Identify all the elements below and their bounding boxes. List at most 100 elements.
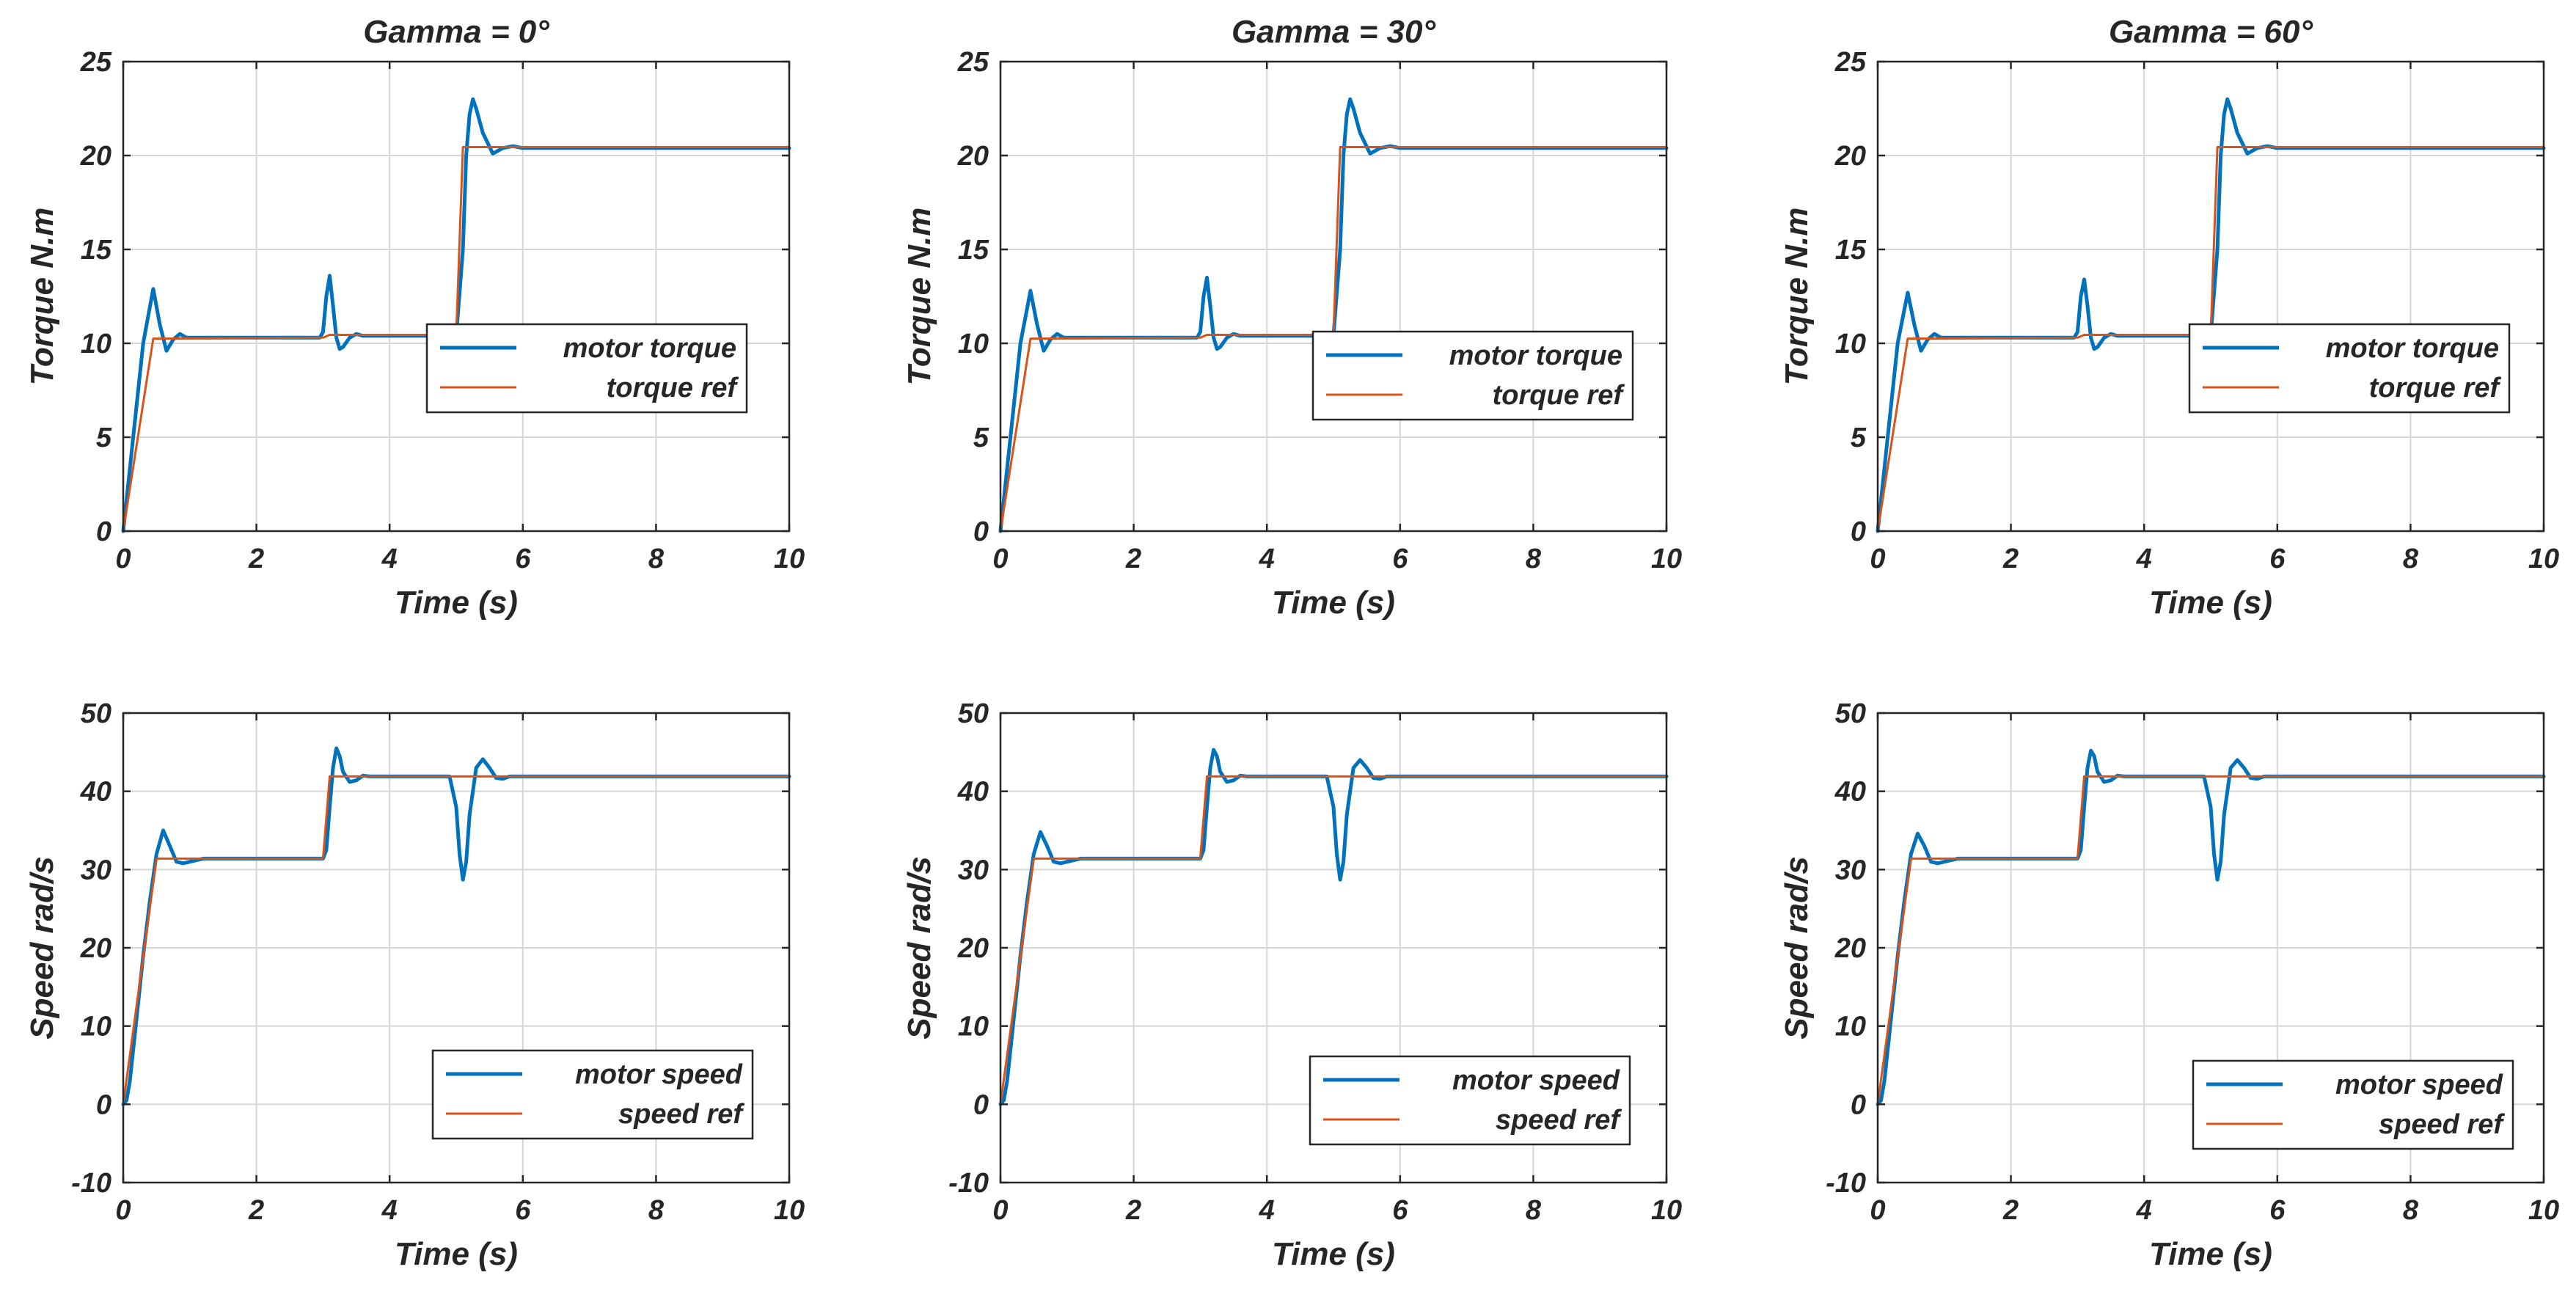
x-tick-label: 8 (2403, 1195, 2419, 1226)
legend: motor torque torque ref (1311, 330, 1634, 421)
x-tick-label: 6 (2269, 1195, 2286, 1226)
y-tick-label: 10 (958, 329, 989, 359)
legend-label-motor-speed: motor speed (1452, 1065, 1620, 1096)
legend-box (1309, 1055, 1631, 1146)
y-tick-label: 0 (96, 1089, 111, 1120)
y-tick-label: 30 (81, 855, 111, 885)
y-tick-label: 0 (973, 1089, 989, 1120)
x-tick-label: 2 (2002, 544, 2019, 574)
y-tick-label: 10 (1835, 329, 1866, 359)
legend: motor speed speed ref (431, 1049, 754, 1140)
x-tick-label: 8 (2403, 544, 2419, 574)
x-tick-label: 2 (1125, 1195, 1141, 1226)
x-tick-label: 4 (2136, 544, 2152, 574)
x-tick-label: 8 (648, 1195, 665, 1226)
legend: motor speed speed ref (2192, 1059, 2514, 1150)
plot-area (1878, 62, 2544, 531)
x-tick-label: 8 (648, 544, 665, 574)
y-tick-label: 25 (1834, 47, 1867, 78)
y-axis-label: Torque N.m (24, 208, 60, 386)
series-line-speed-ref (999, 775, 1668, 1106)
y-axis-label: Torque N.m (1779, 208, 1815, 386)
y-tick-label: 20 (80, 933, 111, 964)
y-tick-label: 30 (1835, 855, 1866, 885)
series-line-torque-ref (999, 146, 1668, 533)
x-axis-label: Time (s) (1272, 585, 1395, 621)
legend-label-torque-ref: torque ref (607, 373, 739, 403)
x-tick-label: 10 (2528, 544, 2559, 574)
y-tick-label: 0 (1851, 1089, 1866, 1120)
y-tick-label: 30 (958, 855, 989, 885)
panel-torque-g30: 0 2 4 6 8 10 0 5 10 15 20 25 Time (s) Torque N.m Gamma… (901, 14, 1682, 621)
y-tick-label: 40 (1834, 777, 1866, 808)
plot-area (1000, 62, 1666, 531)
y-tick-label: 10 (1835, 1012, 1866, 1042)
x-axis-label: Time (s) (2149, 1236, 2272, 1272)
legend-label-torque-ref: torque ref (1493, 380, 1625, 411)
y-tick-label: -10 (1826, 1168, 1866, 1199)
x-tick-label: 0 (115, 1195, 131, 1226)
x-tick-label: 4 (381, 1195, 398, 1226)
x-tick-label: 10 (2528, 1195, 2559, 1226)
chart-title: Gamma = 0° (363, 14, 549, 50)
y-tick-label: 0 (96, 516, 111, 547)
x-tick-label: 0 (992, 544, 1008, 574)
y-tick-label: -10 (71, 1168, 111, 1199)
legend-box (2192, 1059, 2514, 1150)
y-tick-label: 5 (973, 423, 989, 453)
legend-label-torque-ref: torque ref (2369, 373, 2502, 403)
x-tick-label: 2 (248, 1195, 264, 1226)
x-tick-label: 10 (1651, 1195, 1682, 1226)
x-tick-label: 0 (1870, 1195, 1885, 1226)
legend-label-speed-ref: speed ref (1496, 1105, 1622, 1136)
x-tick-label: 8 (1526, 1195, 1542, 1226)
panel-torque-g60: 0 2 4 6 8 10 0 5 10 15 20 25 Time (s) Torque N.m Gamma… (1779, 14, 2559, 621)
y-tick-label: 50 (958, 698, 989, 729)
y-tick-label: 15 (958, 235, 989, 266)
x-tick-label: 10 (774, 1195, 805, 1226)
x-tick-label: 2 (2002, 1195, 2019, 1226)
plot-area (123, 62, 789, 531)
x-tick-label: 10 (774, 544, 805, 574)
legend: motor speed speed ref (1309, 1055, 1631, 1146)
x-tick-label: 0 (115, 544, 131, 574)
x-tick-label: 0 (1870, 544, 1885, 574)
y-tick-label: 25 (80, 47, 112, 78)
x-axis-label: Time (s) (395, 1236, 518, 1272)
y-axis-label: Speed rad/s (1779, 856, 1815, 1039)
legend-box (2188, 323, 2511, 414)
series-line-motor-speed (998, 748, 1669, 1106)
x-tick-label: 0 (992, 1195, 1008, 1226)
y-tick-label: 10 (81, 1012, 111, 1042)
y-tick-label: 5 (96, 423, 112, 453)
series-line-speed-ref (122, 775, 791, 1106)
legend-label-speed-ref: speed ref (618, 1099, 744, 1130)
x-tick-label: 8 (1526, 544, 1542, 574)
y-axis-label: Speed rad/s (24, 856, 60, 1039)
panel-torque-g0: 0 2 4 6 8 10 0 5 10 15 20 25 Time (s) Torque N.m Gamma… (24, 14, 805, 621)
x-axis-label: Time (s) (2149, 585, 2272, 621)
chart-title: Gamma = 30° (1232, 14, 1435, 50)
y-tick-label: 15 (81, 235, 112, 266)
legend-label-motor-torque: motor torque (563, 333, 736, 364)
legend-label-speed-ref: speed ref (2379, 1109, 2505, 1140)
x-tick-label: 4 (1259, 1195, 1275, 1226)
y-axis-label: Torque N.m (901, 208, 937, 386)
y-tick-label: 0 (1851, 516, 1866, 547)
y-tick-label: 25 (957, 47, 989, 78)
series-line-torque-ref (122, 146, 791, 533)
y-tick-label: -10 (948, 1168, 989, 1199)
x-tick-label: 6 (515, 1195, 531, 1226)
x-tick-label: 6 (1392, 1195, 1408, 1226)
x-tick-label: 4 (381, 544, 398, 574)
axes-frame (1876, 60, 2545, 533)
x-tick-label: 4 (2136, 1195, 2152, 1226)
y-tick-label: 40 (80, 777, 111, 808)
x-tick-label: 6 (515, 544, 531, 574)
y-tick-label: 50 (1835, 698, 1866, 729)
y-tick-label: 0 (973, 516, 989, 547)
y-tick-label: 20 (957, 933, 989, 964)
